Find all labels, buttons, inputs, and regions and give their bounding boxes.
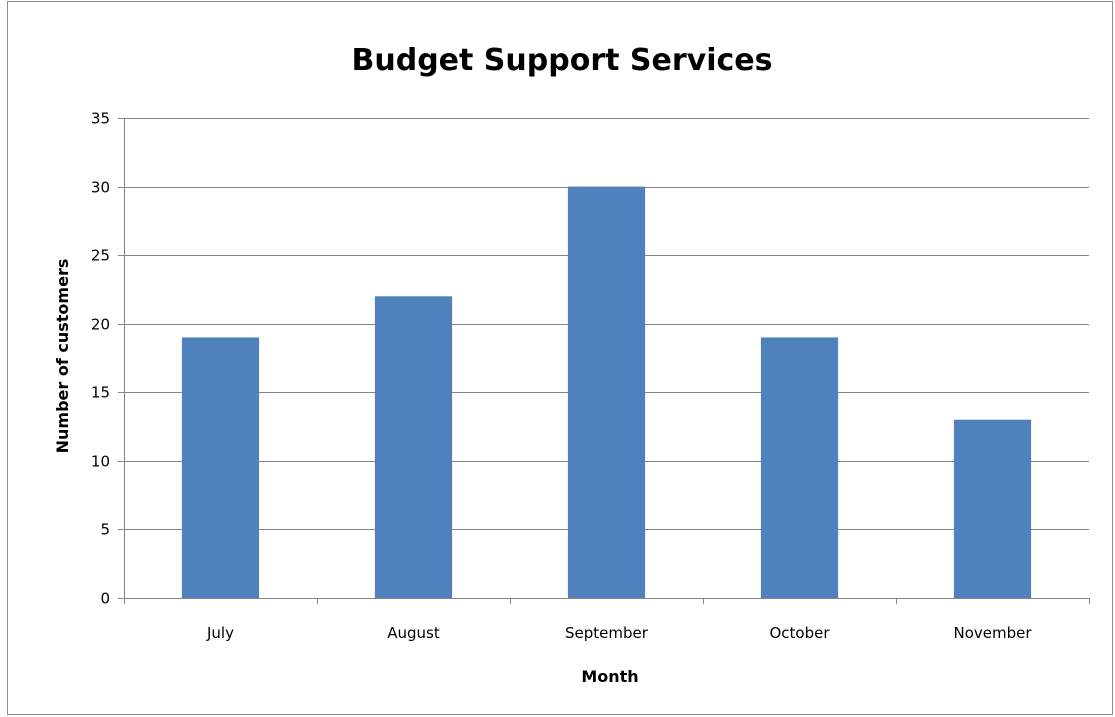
x-tick-label: July — [206, 624, 234, 642]
bar-november — [953, 419, 1032, 598]
y-tick-label: 20 — [91, 316, 110, 334]
y-tick-label: 0 — [100, 590, 110, 608]
y-tick-label: 5 — [100, 521, 110, 539]
x-tick-label: August — [387, 624, 440, 642]
y-tick-label: 10 — [91, 453, 110, 471]
x-tick-label: September — [565, 624, 649, 642]
bar-july — [181, 337, 260, 598]
y-tick-label: 35 — [91, 110, 110, 128]
y-tick-label: 15 — [91, 384, 110, 402]
x-tick-label: October — [769, 624, 830, 642]
y-tick-labels: 0 5 10 15 20 25 30 35 — [91, 110, 110, 608]
bar-august — [374, 296, 453, 598]
x-tick-label: November — [953, 624, 1032, 642]
x-axis-title: Month — [581, 667, 638, 686]
y-tick-label: 25 — [91, 247, 110, 265]
chart-title: Budget Support Services — [352, 43, 773, 78]
y-axis-title: Number of customers — [53, 259, 72, 454]
bar-october — [760, 337, 839, 598]
axes — [118, 118, 1090, 604]
x-tick-labels: July August September October November — [206, 624, 1032, 642]
y-tick-label: 30 — [91, 179, 110, 197]
bar-september — [567, 186, 646, 599]
bars — [181, 186, 1032, 599]
